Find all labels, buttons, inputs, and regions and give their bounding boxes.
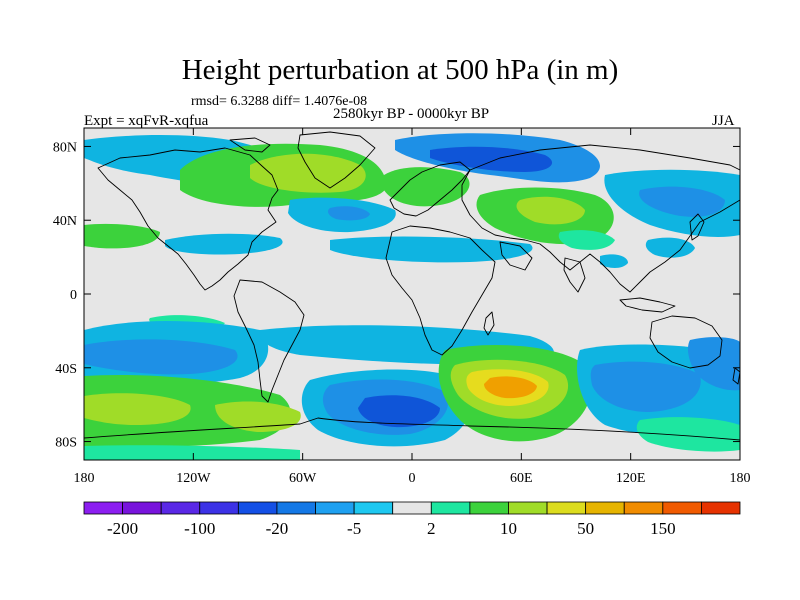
contour-region xyxy=(165,233,283,255)
map-axes: 180 120W 60W 0 60E 120E 180 80N 40N 0 40S 80S xyxy=(53,128,751,486)
colorbar-label: -5 xyxy=(347,519,361,538)
contour-region xyxy=(636,417,740,452)
colorbar-label: -20 xyxy=(266,519,289,538)
colorbar-swatch xyxy=(546,501,587,515)
contour-region xyxy=(328,206,370,221)
contour-region xyxy=(516,196,585,225)
experiment-label: Expt = xqFvR-xqfua xyxy=(84,113,209,129)
coastline-arabia xyxy=(499,241,533,271)
colorbar-swatch xyxy=(237,501,278,515)
contour-region xyxy=(484,376,537,399)
colorbar-swatch xyxy=(122,501,162,515)
coastline-greenland xyxy=(297,131,376,189)
colorbar-label: -100 xyxy=(184,519,215,538)
contour-region xyxy=(84,223,160,249)
contour-region xyxy=(558,230,615,250)
colorbar: -200 -100 -20 -5 2 10 50 150 xyxy=(83,501,741,538)
x-tick-label: 60E xyxy=(510,471,533,486)
coastline-india xyxy=(563,257,586,293)
colorbar-label: 2 xyxy=(427,519,436,538)
coastline-asia xyxy=(461,144,740,293)
contour-region xyxy=(215,401,301,432)
contour-region xyxy=(687,337,740,391)
coastline-europe xyxy=(389,161,471,217)
y-tick-label: 0 xyxy=(70,288,77,303)
contour-region xyxy=(330,236,533,263)
plot-title: Height perturbation at 500 hPa (in m) xyxy=(181,54,619,86)
stats-line: rmsd= 6.3288 diff= 1.4076e-08 xyxy=(191,94,368,109)
contour-region xyxy=(84,445,300,460)
contour-region xyxy=(430,146,553,172)
colorbar-swatch xyxy=(83,501,123,515)
colorbar-label: 150 xyxy=(650,519,676,538)
coastline-south-america xyxy=(233,279,305,403)
y-tick-label: 80N xyxy=(53,140,77,155)
contour-region xyxy=(600,254,628,268)
map-panel xyxy=(84,128,740,460)
colorbar-swatch xyxy=(623,501,664,515)
colorbar-swatch xyxy=(430,501,471,515)
contour-region xyxy=(384,167,470,207)
coastline-japan xyxy=(689,213,705,241)
coastline-north-america xyxy=(97,147,279,291)
x-tick-label: 0 xyxy=(409,471,416,486)
x-tick-label: 120W xyxy=(176,471,211,486)
coastline-indonesia xyxy=(619,297,676,313)
colorbar-swatch xyxy=(276,501,316,515)
coastline-madagascar xyxy=(483,311,495,336)
coastline-antarctica xyxy=(84,417,740,441)
colorbar-swatch xyxy=(662,501,702,515)
contour-region xyxy=(590,361,701,412)
colorbar-swatch xyxy=(701,501,741,515)
colorbar-swatch xyxy=(508,501,548,515)
colorbar-label: 50 xyxy=(577,519,594,538)
time-period-label: 2580kyr BP - 0000kyr BP xyxy=(332,106,490,122)
y-tick-label: 80S xyxy=(55,436,77,451)
contour-region xyxy=(358,395,440,428)
x-tick-label: 120E xyxy=(616,471,646,486)
y-tick-label: 40N xyxy=(53,214,77,229)
colorbar-swatch xyxy=(392,501,432,515)
colorbar-swatch xyxy=(585,501,625,515)
colorbar-label: -200 xyxy=(107,519,138,538)
x-tick-label: 180 xyxy=(74,471,95,486)
coastline-new-zealand xyxy=(732,367,740,385)
colorbar-label: 10 xyxy=(500,519,517,538)
colorbar-swatch xyxy=(315,501,355,515)
colorbar-swatch xyxy=(469,501,509,515)
y-tick-label: 40S xyxy=(55,362,77,377)
x-tick-label: 180 xyxy=(730,471,751,486)
x-tick-label: 60W xyxy=(289,471,317,486)
colorbar-swatch xyxy=(353,501,394,515)
season-label: JJA xyxy=(712,113,735,129)
contour-region xyxy=(84,339,238,375)
coastline-australia xyxy=(649,315,723,369)
contour-region xyxy=(84,393,191,425)
contour-region xyxy=(645,237,695,258)
coastline-africa xyxy=(385,225,496,356)
colorbar-swatch xyxy=(199,501,239,515)
coastline-arctic-islands xyxy=(229,137,271,153)
coastlines xyxy=(84,131,740,441)
colorbar-swatch xyxy=(160,501,201,515)
contour-region xyxy=(639,186,725,217)
